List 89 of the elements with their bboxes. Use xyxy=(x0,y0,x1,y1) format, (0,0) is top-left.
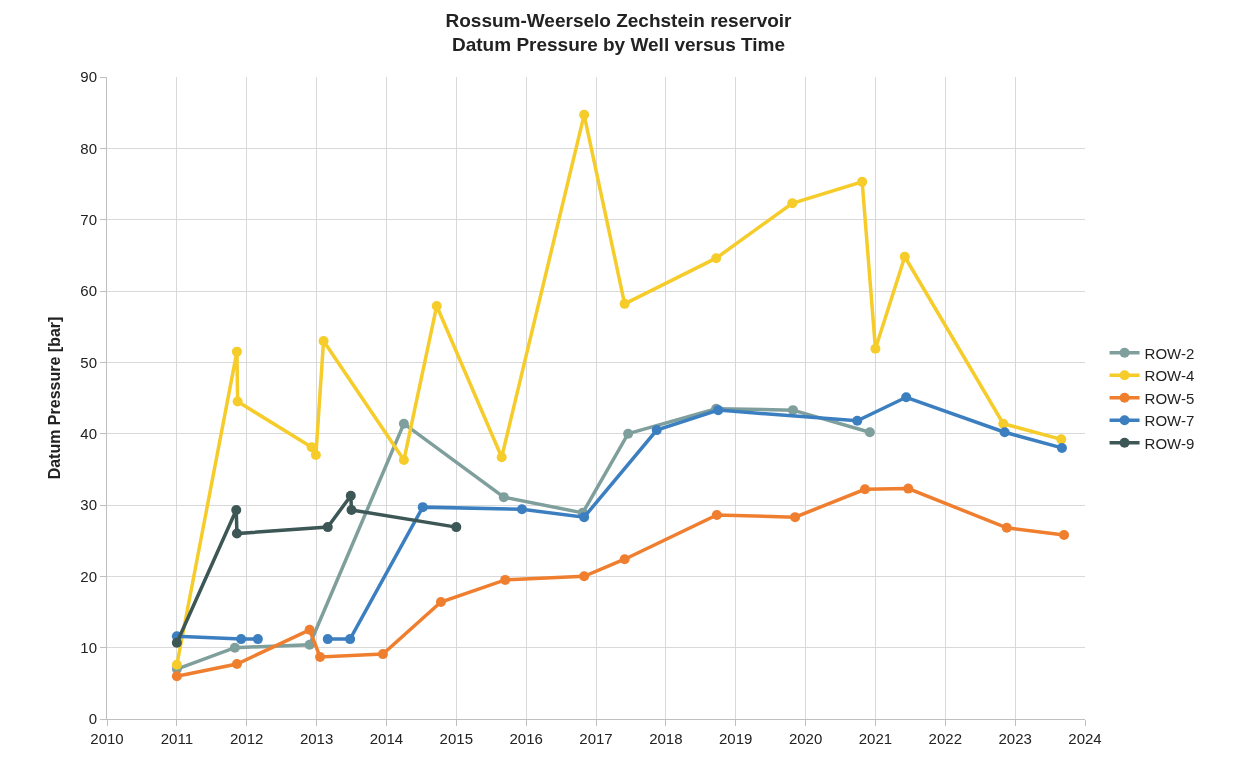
point xyxy=(1056,442,1067,453)
y-tick-label: 50 xyxy=(80,353,97,371)
x-tick-label: 2012 xyxy=(230,730,264,747)
y-tick-label: 10 xyxy=(80,638,97,656)
point xyxy=(229,642,240,653)
point xyxy=(417,502,428,513)
point xyxy=(171,671,182,682)
point xyxy=(345,490,356,501)
point xyxy=(231,528,242,539)
x-tick-label: 2019 xyxy=(719,730,753,747)
x-tick-label: 2017 xyxy=(579,730,613,747)
point xyxy=(451,522,462,533)
point xyxy=(516,504,527,515)
point xyxy=(623,428,634,439)
legend-label: ROW-9 xyxy=(1144,434,1195,452)
point xyxy=(899,251,910,262)
x-tick-label: 2011 xyxy=(160,730,193,747)
point xyxy=(322,634,333,645)
point xyxy=(1056,434,1067,445)
point xyxy=(998,418,1009,429)
y-tick-label: 30 xyxy=(80,496,97,514)
x-tick-label: 2024 xyxy=(1068,730,1102,747)
point xyxy=(901,392,912,403)
point xyxy=(315,651,326,662)
x-tick-label: 2022 xyxy=(928,730,962,747)
point xyxy=(252,634,263,645)
point xyxy=(231,346,242,357)
y-tick-label: 0 xyxy=(88,710,97,728)
legend-label: ROW-4 xyxy=(1144,367,1195,385)
point xyxy=(236,634,247,645)
point xyxy=(377,649,388,660)
point xyxy=(231,504,242,515)
y-tick-label: 20 xyxy=(80,567,97,585)
chart-title: Rossum-Weerselo Zechstein reservoir Datum Pressure by Well versus Time xyxy=(445,9,793,56)
y-tick-label: 40 xyxy=(80,424,97,442)
point xyxy=(711,509,722,520)
point xyxy=(711,253,722,264)
point xyxy=(398,455,409,466)
point xyxy=(435,597,446,608)
point xyxy=(790,512,801,523)
point xyxy=(171,659,182,670)
y-axis-title: Datum Pressure [bar] xyxy=(46,316,64,480)
point xyxy=(318,335,329,346)
point xyxy=(903,483,914,494)
point xyxy=(322,522,333,533)
point xyxy=(1001,522,1012,533)
x-tick-label: 2013 xyxy=(299,730,334,747)
x-tick-label: 2015 xyxy=(439,730,473,747)
point xyxy=(304,624,315,635)
point xyxy=(864,427,875,438)
y-tick-label: 60 xyxy=(80,282,97,300)
point xyxy=(231,659,242,670)
x-tick-label: 2010 xyxy=(90,730,124,747)
point xyxy=(857,176,868,187)
x-tick-label: 2016 xyxy=(509,730,543,747)
point xyxy=(496,452,507,463)
point xyxy=(619,554,630,565)
point xyxy=(500,574,511,585)
point xyxy=(852,415,863,426)
x-tick-label: 2018 xyxy=(649,730,683,747)
point xyxy=(651,425,662,436)
legend-label: ROW-7 xyxy=(1144,412,1195,430)
x-tick-label: 2021 xyxy=(858,730,893,747)
x-tick-label: 2014 xyxy=(369,730,404,747)
point xyxy=(310,450,321,461)
point xyxy=(999,427,1010,438)
point xyxy=(619,298,630,309)
legend-label: ROW-2 xyxy=(1144,344,1195,362)
point xyxy=(345,634,356,645)
point xyxy=(859,484,870,495)
point xyxy=(870,343,881,354)
y-tick-label: 70 xyxy=(80,210,97,228)
point xyxy=(346,504,357,515)
point xyxy=(579,512,590,523)
x-tick-label: 2020 xyxy=(788,730,823,747)
point xyxy=(232,396,243,407)
x-tick-label: 2023 xyxy=(998,730,1032,747)
point xyxy=(498,492,509,503)
point xyxy=(171,637,182,648)
point xyxy=(1059,529,1070,540)
point xyxy=(787,198,798,209)
y-tick-label: 80 xyxy=(80,139,97,157)
point xyxy=(579,109,590,120)
point xyxy=(398,418,409,429)
legend-label: ROW-5 xyxy=(1144,389,1195,407)
point xyxy=(579,571,590,582)
point xyxy=(788,405,798,416)
point xyxy=(431,300,442,311)
y-tick-label: 90 xyxy=(80,68,97,86)
